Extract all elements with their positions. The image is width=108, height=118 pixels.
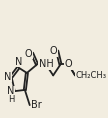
Text: O: O bbox=[65, 59, 72, 70]
Text: N: N bbox=[4, 72, 11, 82]
Text: Br: Br bbox=[31, 100, 42, 110]
Text: O: O bbox=[50, 46, 57, 56]
Text: NH: NH bbox=[39, 59, 53, 70]
Text: N: N bbox=[7, 86, 14, 96]
Text: N: N bbox=[15, 57, 22, 67]
Text: H: H bbox=[8, 95, 14, 104]
Text: O: O bbox=[25, 48, 32, 59]
Text: CH₂CH₃: CH₂CH₃ bbox=[75, 71, 106, 80]
